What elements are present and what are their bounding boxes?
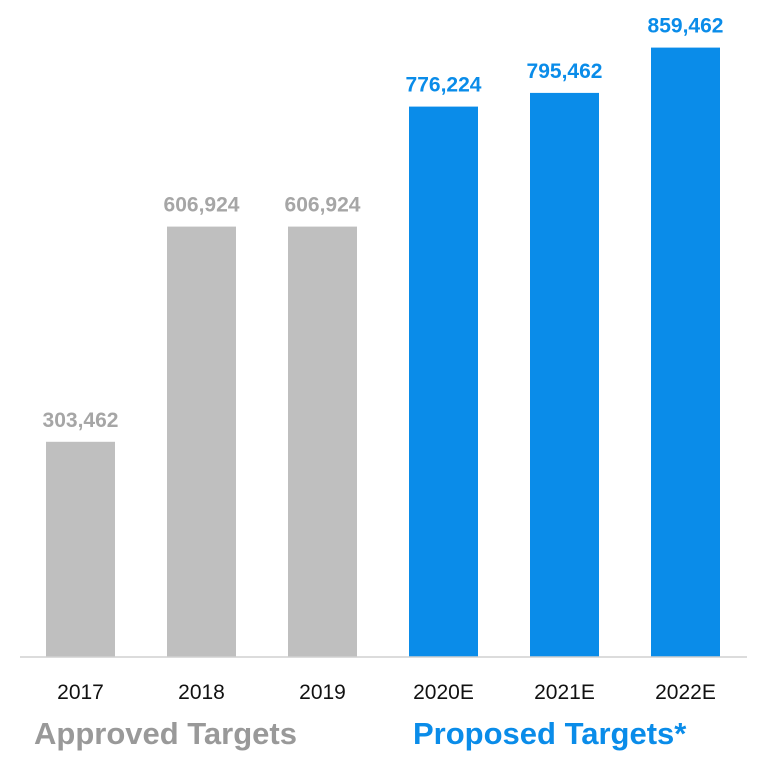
value-label-2021e: 795,462 xyxy=(527,60,603,83)
bar-2018 xyxy=(167,226,236,657)
value-label-2019: 606,924 xyxy=(285,194,361,217)
bar-2021e xyxy=(530,92,599,657)
approved-targets-label: Approved Targets xyxy=(34,716,297,751)
value-label-2018: 606,924 xyxy=(164,194,240,217)
value-label-2022e: 859,462 xyxy=(648,15,724,38)
tick-label-2020e: 2020E xyxy=(413,681,474,704)
tick-label-2017: 2017 xyxy=(57,681,104,704)
tick-label-2021e: 2021E xyxy=(534,681,595,704)
tick-label-2022e: 2022E xyxy=(655,681,716,704)
tick-label-2019: 2019 xyxy=(299,681,346,704)
tick-label-2018: 2018 xyxy=(178,681,225,704)
bar-2022e xyxy=(651,47,720,658)
value-label-2020e: 776,224 xyxy=(406,74,482,97)
value-label-2017: 303,462 xyxy=(43,409,119,432)
proposed-targets-label: Proposed Targets* xyxy=(413,716,687,751)
bar-2020e xyxy=(409,106,478,658)
value-labels-layer: 303,462 606,924 606,924 776,224 795,462 859,4… xyxy=(43,15,724,432)
bar-2017 xyxy=(46,441,115,657)
bar-2019 xyxy=(288,226,357,657)
x-axis-tick-labels: 2017 2018 2019 2020E 2021E 2022E xyxy=(57,681,716,704)
bars-layer xyxy=(46,47,720,658)
